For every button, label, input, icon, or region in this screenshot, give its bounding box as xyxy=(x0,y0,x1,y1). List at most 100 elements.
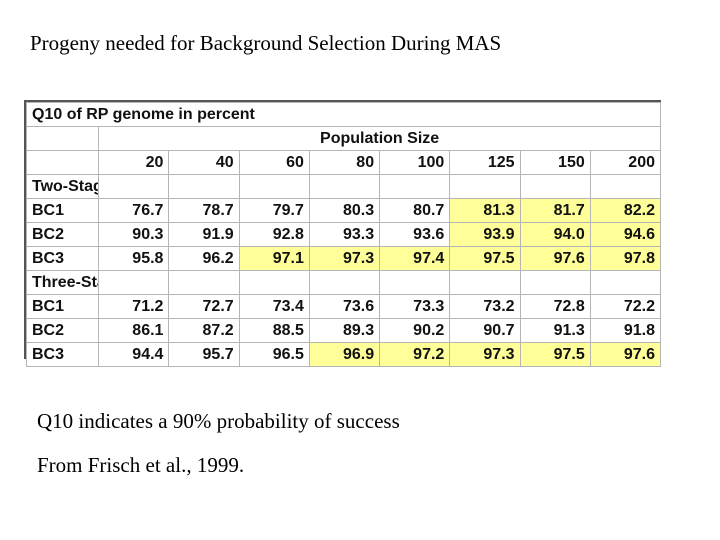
empty-cell xyxy=(98,270,170,295)
value-cell: 94.0 xyxy=(519,222,591,247)
value-cell: 97.2 xyxy=(379,342,451,367)
value-cell: 78.7 xyxy=(168,198,240,223)
value-cell: 81.7 xyxy=(519,198,591,223)
value-cell: 90.3 xyxy=(98,222,170,247)
value-cell: 97.6 xyxy=(589,342,662,367)
table-row: BC1 71.2 72.7 73.4 73.6 73.3 73.2 72.8 72.2 xyxy=(25,294,662,319)
value-cell: 93.9 xyxy=(449,222,521,247)
value-cell: 90.7 xyxy=(449,318,521,343)
empty-cell xyxy=(449,270,521,295)
empty-cell xyxy=(379,174,451,199)
empty-cell xyxy=(589,174,662,199)
empty-cell xyxy=(449,174,521,199)
column-header: 100 xyxy=(379,150,451,175)
table-row: BC2 86.1 87.2 88.5 89.3 90.2 90.7 91.3 91.8 xyxy=(25,318,662,343)
value-cell: 90.2 xyxy=(379,318,451,343)
table-row: BC3 95.8 96.2 97.1 97.3 97.4 97.5 97.6 97.8 xyxy=(25,246,662,271)
value-cell: 97.5 xyxy=(519,342,591,367)
value-cell: 97.3 xyxy=(449,342,521,367)
section-label: Two-Stage xyxy=(25,174,100,199)
value-cell: 97.8 xyxy=(589,246,662,271)
empty-cell xyxy=(519,270,591,295)
value-cell: 71.2 xyxy=(98,294,170,319)
value-cell: 86.1 xyxy=(98,318,170,343)
empty-cell xyxy=(168,174,240,199)
row-label: BC3 xyxy=(25,246,100,271)
value-cell: 80.7 xyxy=(379,198,451,223)
value-cell: 73.2 xyxy=(449,294,521,319)
value-cell: 89.3 xyxy=(308,318,381,343)
value-cell: 73.4 xyxy=(238,294,310,319)
value-cell: 93.6 xyxy=(379,222,451,247)
value-cell: 96.2 xyxy=(168,246,240,271)
value-cell: 97.3 xyxy=(308,246,381,271)
row-label: BC1 xyxy=(25,198,100,223)
table-row: BC3 94.4 95.7 96.5 96.9 97.2 97.3 97.5 97.6 xyxy=(25,342,662,367)
q10-definition-note: Q10 indicates a 90% probability of succe… xyxy=(37,409,400,433)
value-cell: 96.9 xyxy=(308,342,381,367)
row-label: BC2 xyxy=(25,318,100,343)
row-label: BC2 xyxy=(25,222,100,247)
section-row: Three-Stage xyxy=(25,270,662,295)
q10-table: Q10 of RP genome in percent Population Si… xyxy=(25,102,662,367)
value-cell: 73.6 xyxy=(308,294,381,319)
value-cell: 73.3 xyxy=(379,294,451,319)
value-cell: 91.9 xyxy=(168,222,240,247)
slide-title: Progeny needed for Background Selection … xyxy=(30,31,502,55)
empty-cell xyxy=(168,270,240,295)
value-cell: 80.3 xyxy=(308,198,381,223)
q10-table-body: Q10 of RP genome in percent Population Si… xyxy=(25,102,662,367)
table-row: BC2 90.3 91.9 92.8 93.3 93.6 93.9 94.0 94.6 xyxy=(25,222,662,247)
value-cell: 87.2 xyxy=(168,318,240,343)
value-cell: 92.8 xyxy=(238,222,310,247)
empty-cell xyxy=(519,174,591,199)
value-cell: 93.3 xyxy=(308,222,381,247)
value-cell: 72.2 xyxy=(589,294,662,319)
empty-cell xyxy=(379,270,451,295)
empty-cell xyxy=(238,270,310,295)
column-header: 150 xyxy=(519,150,591,175)
value-cell: 95.7 xyxy=(168,342,240,367)
empty-cell xyxy=(98,174,170,199)
table-frame: Q10 of RP genome in percent Population Si… xyxy=(24,100,662,367)
column-header: 200 xyxy=(589,150,662,175)
value-cell: 76.7 xyxy=(98,198,170,223)
empty-cell xyxy=(25,126,100,151)
value-cell: 88.5 xyxy=(238,318,310,343)
value-cell: 97.5 xyxy=(449,246,521,271)
value-cell: 72.8 xyxy=(519,294,591,319)
empty-cell xyxy=(308,270,381,295)
population-size-label: Population Size xyxy=(98,126,661,151)
column-header: 40 xyxy=(168,150,240,175)
value-cell: 97.4 xyxy=(379,246,451,271)
column-header: 125 xyxy=(449,150,521,175)
value-cell: 81.3 xyxy=(449,198,521,223)
table-row: BC1 76.7 78.7 79.7 80.3 80.7 81.3 81.7 82.2 xyxy=(25,198,662,223)
value-cell: 82.2 xyxy=(589,198,662,223)
citation-note: From Frisch et al., 1999. xyxy=(37,453,245,477)
section-label: Three-Stage xyxy=(25,270,100,295)
value-cell: 94.4 xyxy=(98,342,170,367)
value-cell: 97.1 xyxy=(238,246,310,271)
empty-cell xyxy=(308,174,381,199)
value-cell: 72.7 xyxy=(168,294,240,319)
empty-cell xyxy=(238,174,310,199)
value-cell: 95.8 xyxy=(98,246,170,271)
column-header: 80 xyxy=(308,150,381,175)
value-cell: 97.6 xyxy=(519,246,591,271)
value-cell: 94.6 xyxy=(589,222,662,247)
table-header-row: Q10 of RP genome in percent xyxy=(26,102,661,127)
empty-cell xyxy=(25,150,100,175)
column-header: 20 xyxy=(98,150,170,175)
value-cell: 79.7 xyxy=(238,198,310,223)
column-header: 60 xyxy=(238,150,310,175)
row-label: BC1 xyxy=(25,294,100,319)
empty-cell xyxy=(589,270,662,295)
section-row: Two-Stage xyxy=(25,174,662,199)
value-cell: 91.3 xyxy=(519,318,591,343)
row-label: BC3 xyxy=(25,342,100,367)
value-cell: 91.8 xyxy=(589,318,662,343)
value-cell: 96.5 xyxy=(238,342,310,367)
table-header-cell: Q10 of RP genome in percent xyxy=(26,102,661,127)
population-size-row: Population Size xyxy=(25,126,661,151)
